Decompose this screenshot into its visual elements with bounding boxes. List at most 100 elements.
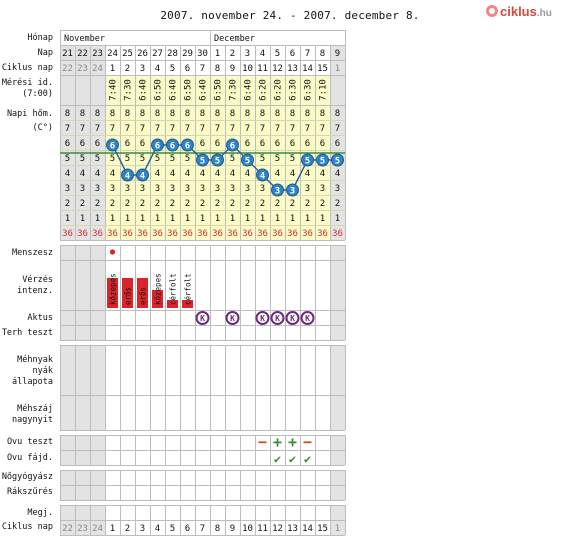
measure-section-cell (210, 75, 225, 105)
cycle-day: 7 (200, 64, 205, 74)
temp-scale-value: 8 (290, 109, 295, 119)
day-number: 8 (320, 49, 325, 59)
temp-scale-value: 1 (170, 214, 175, 224)
day-number: 22 (77, 49, 88, 59)
temp-scale-value: 7 (65, 124, 70, 134)
bleeding-section-cell (315, 260, 330, 310)
temp-scale-value: 6 (215, 139, 220, 149)
temp-scale-value: 6 (275, 139, 280, 149)
ovu-pain-check-icon: ✔ (289, 452, 296, 466)
day-number: 23 (92, 49, 103, 59)
label-verzes-intenz: intenz. (17, 286, 53, 296)
label-mehszaj: Méhszáj (17, 404, 53, 414)
temp-scale-value: 1 (95, 214, 100, 224)
temp-scale-value: 2 (95, 199, 100, 209)
cervix-section-cell (90, 395, 105, 430)
temp-scale-value: 8 (170, 109, 175, 119)
cervix-section-cell (270, 395, 285, 430)
menses-section-cell (240, 245, 255, 260)
temp-scale-value: 8 (185, 109, 190, 119)
cycle-day-bottom: 24 (92, 524, 103, 534)
temp-scale-value: 1 (275, 214, 280, 224)
cycle-day: 11 (257, 64, 268, 74)
temperature-point-label: 5 (320, 157, 325, 167)
temp-scale-value: 3 (245, 184, 250, 194)
temp-scale-value: 1 (185, 214, 190, 224)
temperature-point-label: 6 (230, 142, 235, 152)
cycle-day: 10 (242, 64, 253, 74)
measure-section-cell (240, 75, 255, 105)
temperature-section-cell (315, 105, 330, 240)
temp-scale-value: 1 (80, 214, 85, 224)
temp-scale-value: 3 (260, 184, 265, 194)
temperature-point (271, 183, 284, 197)
label-nap: Nap (37, 48, 53, 58)
measure-time: 6:40 (244, 79, 254, 101)
cervix-section-cell (255, 395, 270, 430)
bleeding-label: erős (139, 287, 148, 305)
bleeding-section-cell (300, 260, 315, 310)
measure-section-cell (255, 75, 270, 105)
temp-scale-value: 5 (290, 154, 295, 164)
temp-baseline-value: 36 (137, 229, 148, 239)
menses-section-cell (90, 245, 105, 260)
cycle-day: 14 (302, 64, 313, 74)
cycle-day-bottom: 4 (155, 524, 160, 534)
cycle-day-bottom: 11 (257, 524, 268, 534)
temp-scale-value: 3 (155, 184, 160, 194)
ciklus-logo[interactable]: ciklus.hu (482, 4, 580, 20)
temp-scale-value: 6 (260, 139, 265, 149)
temp-scale-value: 4 (95, 169, 100, 179)
mucus-section-cell (120, 345, 135, 395)
temperature-point-label: 5 (245, 157, 250, 167)
temperature-section-cell (195, 105, 210, 240)
temp-scale-value: 5 (155, 154, 160, 164)
temp-baseline-value: 36 (62, 229, 73, 239)
temp-scale-value: 6 (140, 139, 145, 149)
measure-section-cell (135, 75, 150, 105)
mucus-section-cell (75, 345, 90, 395)
cycle-day: 24 (92, 64, 103, 74)
temperature-section-cell (180, 105, 195, 240)
cycle-day-bottom: 6 (185, 524, 190, 534)
measure-time: 6:30 (304, 79, 314, 101)
measure-time: 6:40 (169, 79, 179, 101)
temp-scale-value: 7 (230, 124, 235, 134)
mucus-section-cell (105, 345, 120, 395)
bleeding-bar (152, 290, 163, 308)
label-aktus: Aktus (27, 313, 53, 323)
day-number: 5 (275, 49, 280, 59)
temperature-section-cell (240, 105, 255, 240)
temp-scale-value: 2 (65, 199, 70, 209)
temperature-point (166, 138, 179, 152)
mucus-section-cell (300, 345, 315, 395)
cervix-section-cell (315, 395, 330, 430)
cycle-day: 8 (215, 64, 220, 74)
temp-scale-value: 8 (260, 109, 265, 119)
temp-scale-value: 7 (275, 124, 280, 134)
label-mehnyak: Méhnyak (17, 355, 53, 365)
month-cell (211, 31, 345, 45)
menstruation-dot (109, 249, 116, 255)
day-number: 9 (335, 49, 340, 59)
temperature-point (136, 168, 149, 182)
temp-scale-value: 2 (200, 199, 205, 209)
measure-section-cell (285, 75, 300, 105)
temp-scale-value: 3 (200, 184, 205, 194)
temperature-point-label: 4 (260, 172, 266, 182)
logo-brand: ciklus (500, 4, 537, 19)
measure-time: 6:20 (274, 79, 284, 101)
temperature-point-label: 4 (140, 172, 146, 182)
mucus-section-cell (180, 345, 195, 395)
temp-scale-value: 4 (245, 169, 250, 179)
aktus-badge-icon (270, 311, 285, 325)
aktus-badge-icon (285, 311, 300, 325)
measure-section-cell (330, 75, 345, 105)
month-cell (61, 31, 210, 45)
bleeding-bar (107, 278, 118, 308)
temp-scale-value: 7 (140, 124, 145, 134)
temp-scale-value: 2 (335, 199, 340, 209)
bleeding-section-cell (225, 260, 240, 310)
label-verzes: Vérzés (22, 275, 53, 285)
temp-scale-value: 8 (125, 109, 130, 119)
